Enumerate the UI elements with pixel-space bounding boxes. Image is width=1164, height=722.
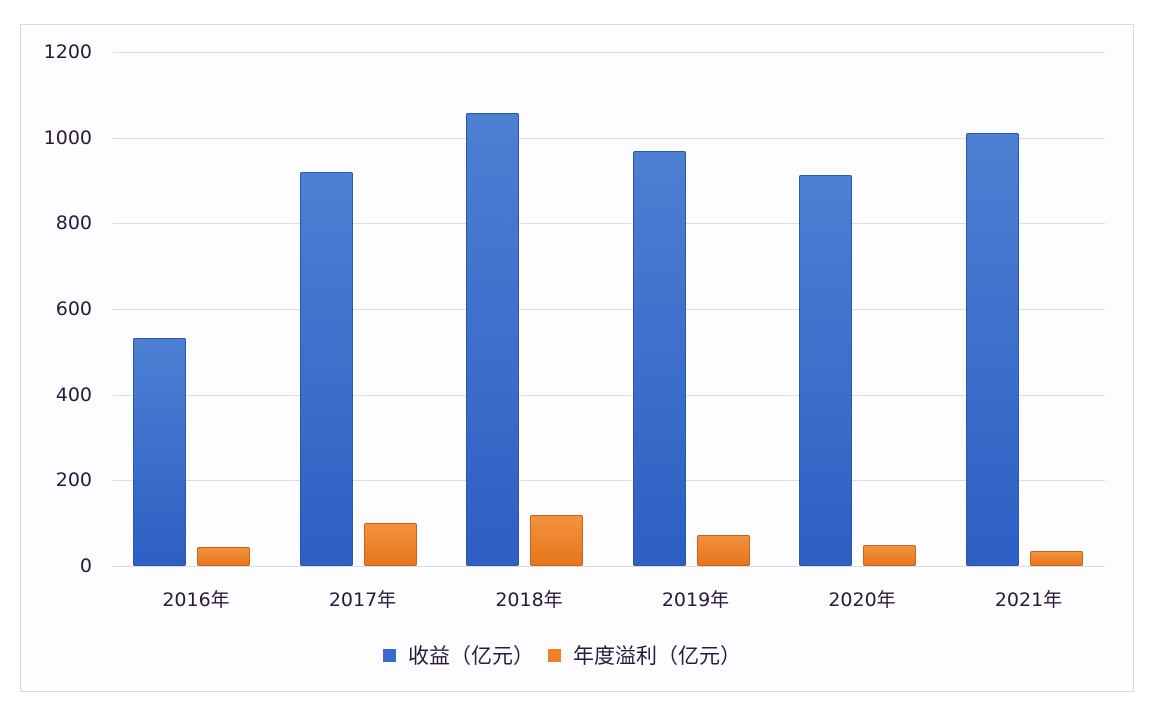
chart-frame — [20, 24, 1134, 692]
x-tick-label: 2018年 — [495, 589, 563, 611]
y-tick-label: 1000 — [43, 127, 92, 149]
legend-item: 收益（亿元） — [383, 640, 534, 670]
gridline — [113, 138, 1105, 139]
revenue-bar — [799, 175, 852, 566]
legend-swatch-icon — [548, 648, 561, 662]
profit-bar — [363, 523, 417, 566]
legend-swatch-icon — [383, 648, 396, 662]
y-tick-label: 600 — [55, 298, 92, 320]
y-tick-label: 200 — [55, 469, 92, 491]
x-tick-label: 2019年 — [661, 589, 730, 611]
revenue-bar — [632, 151, 686, 566]
revenue-bar — [965, 133, 1019, 566]
x-tick-label: 2017年 — [328, 589, 397, 611]
legend-item: 年度溢利（亿元） — [548, 640, 741, 670]
revenue-bar — [466, 113, 519, 566]
profit-bar — [197, 547, 250, 566]
y-tick-label: 400 — [55, 384, 92, 406]
x-tick-label: 2016年 — [162, 589, 230, 611]
gridline — [113, 395, 1105, 396]
profit-bar — [530, 515, 583, 566]
revenue-bar — [133, 338, 186, 566]
legend-label: 年度溢利（亿元） — [573, 644, 741, 668]
profit-bar — [1029, 551, 1083, 566]
legend-label: 收益（亿元） — [408, 644, 534, 668]
revenue-bar — [299, 172, 353, 566]
gridline — [113, 309, 1105, 310]
gridline — [113, 223, 1105, 224]
y-tick-label: 0 — [79, 555, 92, 577]
legend: 收益（亿元） 年度溢利（亿元） — [383, 640, 755, 670]
y-tick-label: 1200 — [43, 41, 92, 63]
x-tick-label: 2021年 — [994, 589, 1063, 611]
x-tick-label: 2020年 — [828, 589, 896, 611]
gridline — [113, 480, 1105, 481]
gridline — [113, 566, 1105, 567]
y-tick-label: 800 — [55, 212, 92, 234]
profit-bar — [696, 535, 750, 566]
profit-bar — [863, 545, 916, 566]
gridline — [113, 52, 1105, 53]
